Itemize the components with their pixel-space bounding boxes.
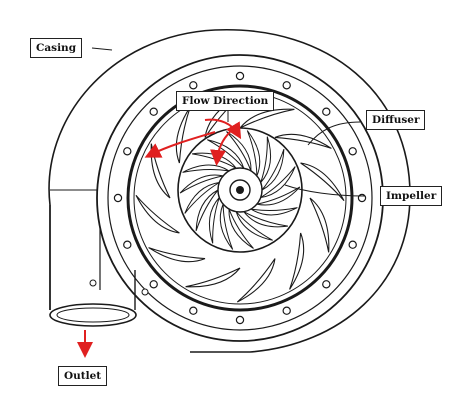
bolt-hole: [322, 280, 331, 289]
impeller-leader-line: [284, 184, 366, 197]
impeller-blade: [243, 211, 288, 228]
bolt-hole: [282, 306, 291, 315]
flow-arrow-long: [144, 131, 216, 158]
impeller-blade: [182, 164, 230, 173]
diffuser-vane: [135, 194, 180, 234]
impeller-blade: [235, 211, 273, 241]
impeller-blade: [184, 182, 220, 214]
impeller-blade: [260, 136, 272, 183]
diffuser-vanes: [135, 93, 345, 303]
casing-inner-ring: [107, 65, 373, 331]
diffuser-label: Diffuser: [366, 110, 426, 130]
impeller-blade: [260, 166, 296, 198]
bolt-hole: [282, 81, 291, 90]
outlet-bolt-hole: [89, 279, 97, 287]
diffuser-vane: [289, 232, 305, 290]
diffuser-outer-ring: [126, 84, 354, 312]
diffuser-vane: [300, 162, 345, 202]
impeller-blade: [179, 174, 224, 194]
bolt-holes: [113, 71, 367, 325]
bolt-hole: [123, 240, 132, 249]
bolt-hole: [348, 240, 357, 249]
casing-leader-line: [91, 47, 113, 51]
impeller-blade: [246, 130, 261, 177]
flow-arrow-curve: [204, 118, 242, 140]
bolt-hole: [322, 107, 331, 116]
bolt-hole: [235, 315, 245, 325]
tongue-bolt-hole: [141, 288, 149, 296]
impeller-shaft: [236, 186, 244, 194]
outlet-label: Outlet: [58, 366, 108, 386]
bolt-hole: [149, 107, 158, 116]
impeller-blade: [207, 139, 245, 169]
impeller-blade: [228, 208, 254, 249]
casing-label: Casing: [30, 38, 83, 58]
diffuser-leader-line: [307, 121, 361, 146]
impeller-label: Impeller: [380, 186, 443, 206]
impeller-blades: [179, 130, 301, 250]
bolt-hole: [149, 280, 158, 289]
diffuser-vane: [148, 247, 206, 263]
bolt-hole: [235, 71, 245, 81]
diffuser-vane: [239, 108, 295, 129]
outlet-pipe-body: [49, 205, 136, 310]
impeller-blade: [208, 197, 220, 244]
diffuser-vane: [236, 258, 276, 303]
diffuser-vane: [185, 267, 241, 288]
outlet-pipe-opening: [49, 303, 137, 327]
bolt-hole: [189, 306, 198, 315]
diffuser-vane: [274, 133, 332, 149]
impeller-blade: [261, 148, 285, 191]
bolt-hole: [189, 81, 198, 90]
impeller-blade: [256, 186, 301, 206]
volute-outer-casing: [48, 29, 411, 353]
bolt-hole: [123, 147, 132, 156]
diffuser-vane: [309, 197, 330, 253]
impeller-blade: [195, 189, 219, 232]
impeller-blade: [219, 203, 234, 250]
impeller-blade: [250, 207, 298, 216]
flow-direction-label: Flow Direction: [176, 91, 275, 111]
bolt-hole: [113, 193, 123, 203]
outlet-pipe-bore: [56, 307, 130, 323]
bolt-hole: [348, 147, 357, 156]
